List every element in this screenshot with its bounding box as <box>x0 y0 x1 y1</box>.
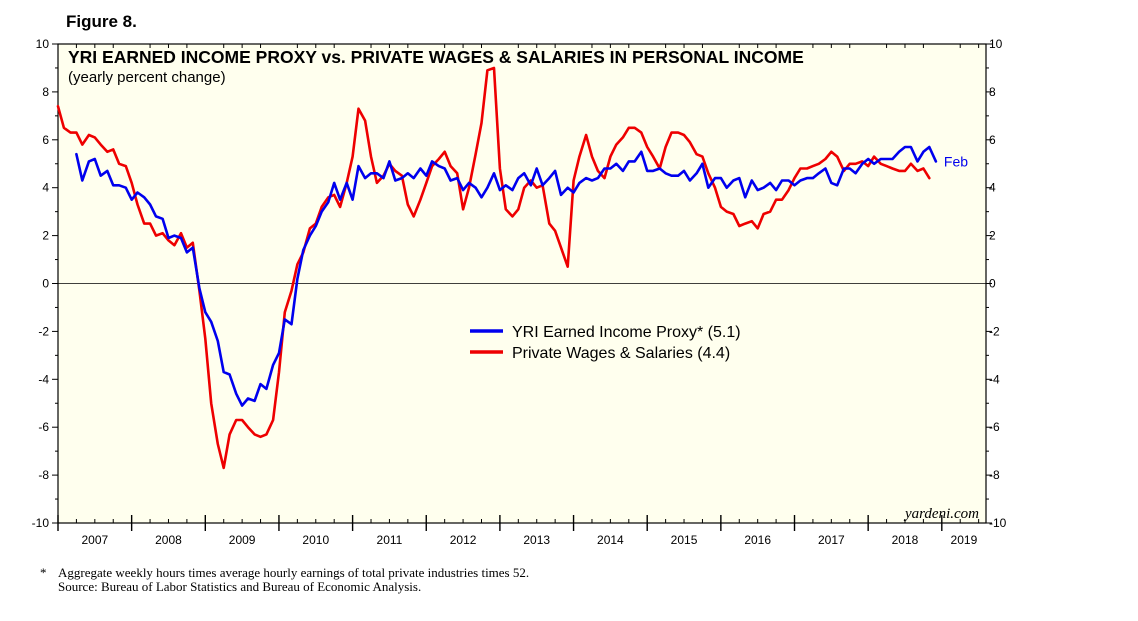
footnote-source: Source: Bureau of Labor Statistics and B… <box>58 579 422 594</box>
y-tick-label-right: 0 <box>989 277 996 291</box>
y-tick-label-right: -10 <box>989 516 1007 530</box>
y-tick-label-right: -4 <box>989 372 1000 386</box>
x-tick-label: 2012 <box>450 533 477 547</box>
series-line-earned-income-proxy <box>75 145 938 407</box>
end-label: Feb <box>944 153 968 169</box>
x-tick-label: 2009 <box>229 533 256 547</box>
y-tick-label-left: 2 <box>42 229 49 243</box>
x-tick-label: 2015 <box>671 533 698 547</box>
y-tick-label-left: -2 <box>38 324 49 338</box>
x-tick-label: 2010 <box>302 533 329 547</box>
y-tick-label-left: 10 <box>36 37 50 51</box>
y-tick-label-left: -4 <box>38 372 49 386</box>
series-layer <box>56 66 938 470</box>
watermark: yardeni.com <box>903 506 979 522</box>
y-axis-ticks: -10 -10 -8 -8 -6 -6 -4 -4 -2 -2 0 0 2 2 4 4 6 6 8 8 10 10 <box>32 37 1007 530</box>
footnote-note: * Aggregate weekly hours times average ho… <box>40 566 529 580</box>
x-tick-label: 2016 <box>744 533 771 547</box>
footnote: * Aggregate weekly hours times average ho… <box>40 566 529 594</box>
y-tick-label-left: -6 <box>38 420 49 434</box>
y-tick-label-left: -10 <box>32 516 50 530</box>
y-tick-label-right: 10 <box>989 37 1003 51</box>
y-tick-label-right: -2 <box>989 324 1000 338</box>
x-tick-label: 2011 <box>377 533 403 547</box>
chart-title: YRI EARNED INCOME PROXY vs. PRIVATE WAGE… <box>68 47 804 67</box>
x-tick-label: 2018 <box>892 533 919 547</box>
x-tick-label: 2007 <box>81 533 108 547</box>
legend-label-proxy: YRI Earned Income Proxy* (5.1) <box>512 324 741 341</box>
y-tick-label-left: 4 <box>42 181 49 195</box>
y-tick-label-right: 2 <box>989 229 996 243</box>
x-tick-label: 2013 <box>523 533 550 547</box>
chart-subtitle: (yearly percent change) <box>68 69 226 86</box>
x-tick-label: 2017 <box>818 533 845 547</box>
y-tick-label-right: 8 <box>989 85 996 99</box>
figure-label: Figure 8. <box>66 12 137 31</box>
footnote-note-text: Aggregate weekly hours times average hou… <box>58 565 530 580</box>
legend-label-wages: Private Wages & Salaries (4.4) <box>512 345 730 362</box>
y-tick-label-left: 8 <box>42 85 49 99</box>
chart: -10 -10 -8 -8 -6 -6 -4 -4 -2 -2 0 0 2 2 4 4 6 6 8 8 10 10 200… <box>32 37 1007 547</box>
x-tick-label: 2008 <box>155 533 182 547</box>
x-axis-ticks: 2007 2008 2009 2010 2011 2012 2013 2014 2015 2016… <box>57 515 978 547</box>
legend: YRI Earned Income Proxy* (5.1) Private W… <box>470 324 741 362</box>
y-tick-label-right: -8 <box>989 468 1000 482</box>
x-tick-label: 2019 <box>951 533 978 547</box>
y-tick-label-right: 4 <box>989 181 996 195</box>
y-tick-label-right: 6 <box>989 133 996 147</box>
x-tick-label: 2014 <box>597 533 624 547</box>
y-tick-label-left: -8 <box>38 468 49 482</box>
series-line-private-wages <box>56 66 931 470</box>
footnote-marker: * <box>40 565 47 580</box>
y-tick-label-left: 6 <box>42 133 49 147</box>
y-tick-label-left: 0 <box>42 277 49 291</box>
x-minor-ticks <box>75 44 980 523</box>
y-tick-label-right: -6 <box>989 420 1000 434</box>
